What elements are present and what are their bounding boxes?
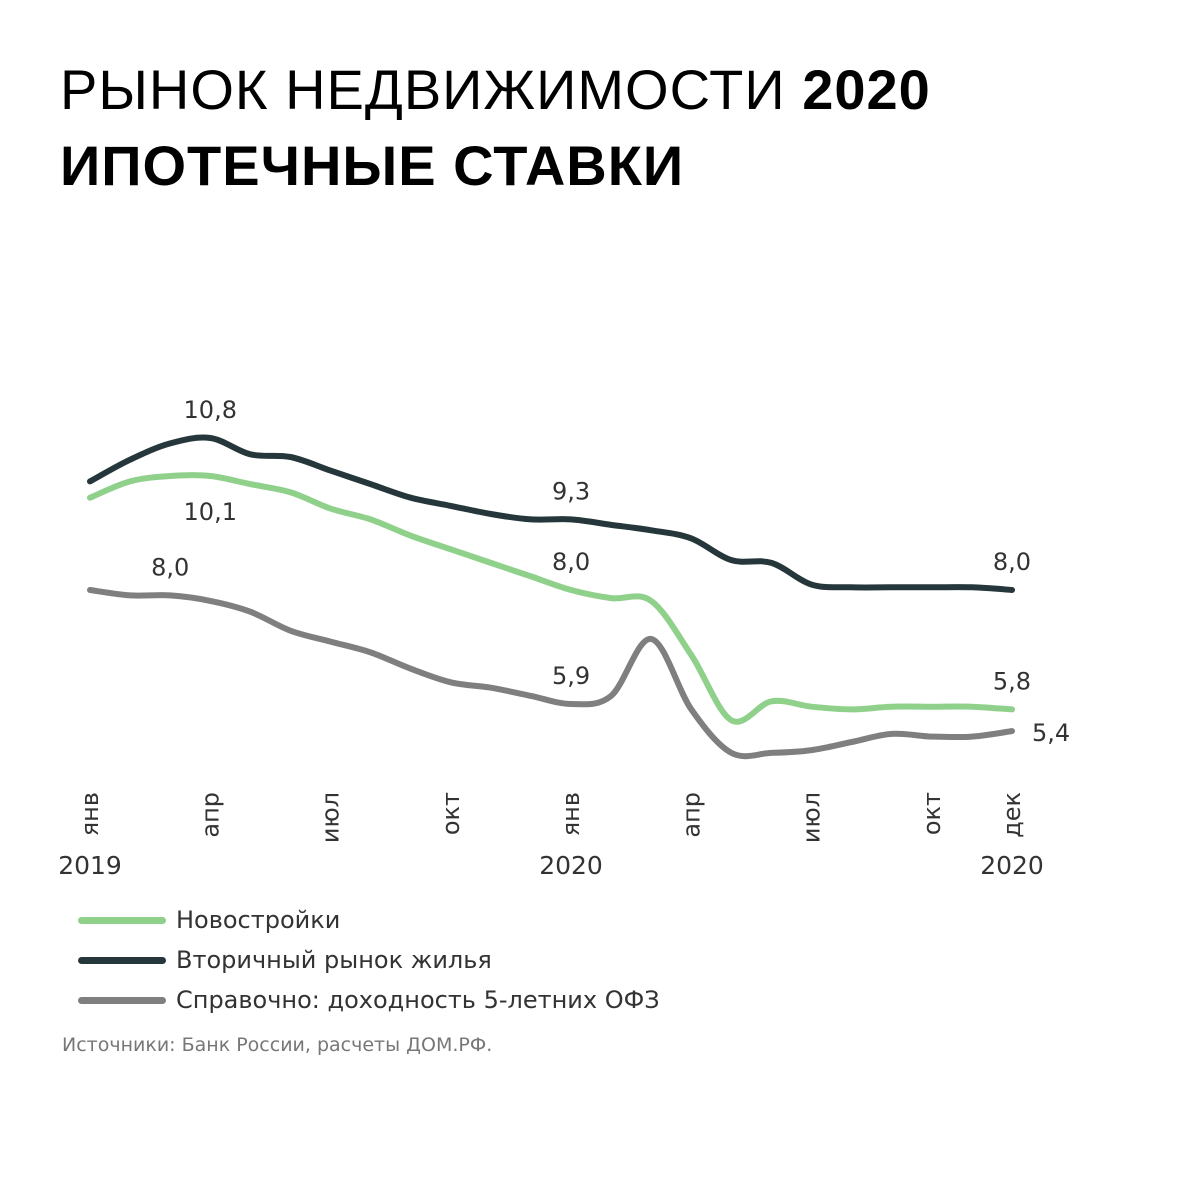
legend-label: Вторичный рынок жилья <box>176 946 492 974</box>
legend-item-ofz-yield: Справочно: доходность 5-летних ОФЗ <box>78 980 660 1020</box>
data-label-ofz-yield: 5,9 <box>552 662 590 690</box>
data-label-layer: 10,1 8,0 5,8 10,8 9,3 8,0 8,0 5,9 5,4 <box>151 396 1070 747</box>
x-tick-label: окт <box>437 792 465 835</box>
x-tick-label: дек <box>998 792 1026 838</box>
x-tick-label: янв <box>557 792 585 836</box>
series-line-new-buildings <box>87 472 1015 725</box>
series-layer <box>87 434 1015 760</box>
legend-swatch <box>78 956 166 964</box>
page-title: РЫНОК НЕДВИЖИМОСТИ 2020 <box>60 62 931 118</box>
legend-label: Справочно: доходность 5-летних ОФЗ <box>176 986 660 1014</box>
legend-item-secondary-market: Вторичный рынок жилья <box>78 940 660 980</box>
data-label-new-buildings: 10,1 <box>184 498 237 526</box>
legend-swatch <box>78 996 166 1004</box>
data-label-secondary-market: 8,0 <box>993 548 1031 576</box>
x-axis-ticks: янв апр июл окт янв апр июл окт дек <box>76 792 1026 843</box>
data-label-new-buildings: 8,0 <box>552 548 590 576</box>
data-label-secondary-market: 9,3 <box>552 477 590 505</box>
x-year-label: 2019 <box>58 851 122 880</box>
x-year-label: 2020 <box>980 851 1044 880</box>
legend-item-new-buildings: Новостройки <box>78 900 660 940</box>
x-tick-label: июл <box>317 792 345 843</box>
x-tick-label: янв <box>76 792 104 836</box>
x-tick-label: июл <box>798 792 826 843</box>
x-year-label: 2020 <box>539 851 603 880</box>
x-axis-years: 2019 2020 2020 <box>58 851 1044 880</box>
data-label-secondary-market: 10,8 <box>184 396 237 424</box>
source-note: Источники: Банк России, расчеты ДОМ.РФ. <box>62 1034 493 1056</box>
page-subtitle: ИПОТЕЧНЫЕ СТАВКИ <box>60 134 685 197</box>
title-light: РЫНОК НЕДВИЖИМОСТИ <box>60 58 786 121</box>
series-line-secondary-market <box>87 434 1015 593</box>
legend-label: Новостройки <box>176 906 341 934</box>
title-year: 2020 <box>802 58 931 121</box>
x-tick-label: окт <box>918 792 946 835</box>
data-label-ofz-yield: 8,0 <box>151 553 189 581</box>
series-line-ofz-yield <box>87 587 1015 760</box>
legend: Новостройки Вторичный рынок жилья Справо… <box>78 900 660 1020</box>
legend-swatch <box>78 916 166 924</box>
data-label-ofz-yield: 5,4 <box>1032 719 1070 747</box>
x-tick-label: апр <box>677 792 705 838</box>
data-label-new-buildings: 5,8 <box>993 667 1031 695</box>
x-tick-label: апр <box>196 792 224 838</box>
